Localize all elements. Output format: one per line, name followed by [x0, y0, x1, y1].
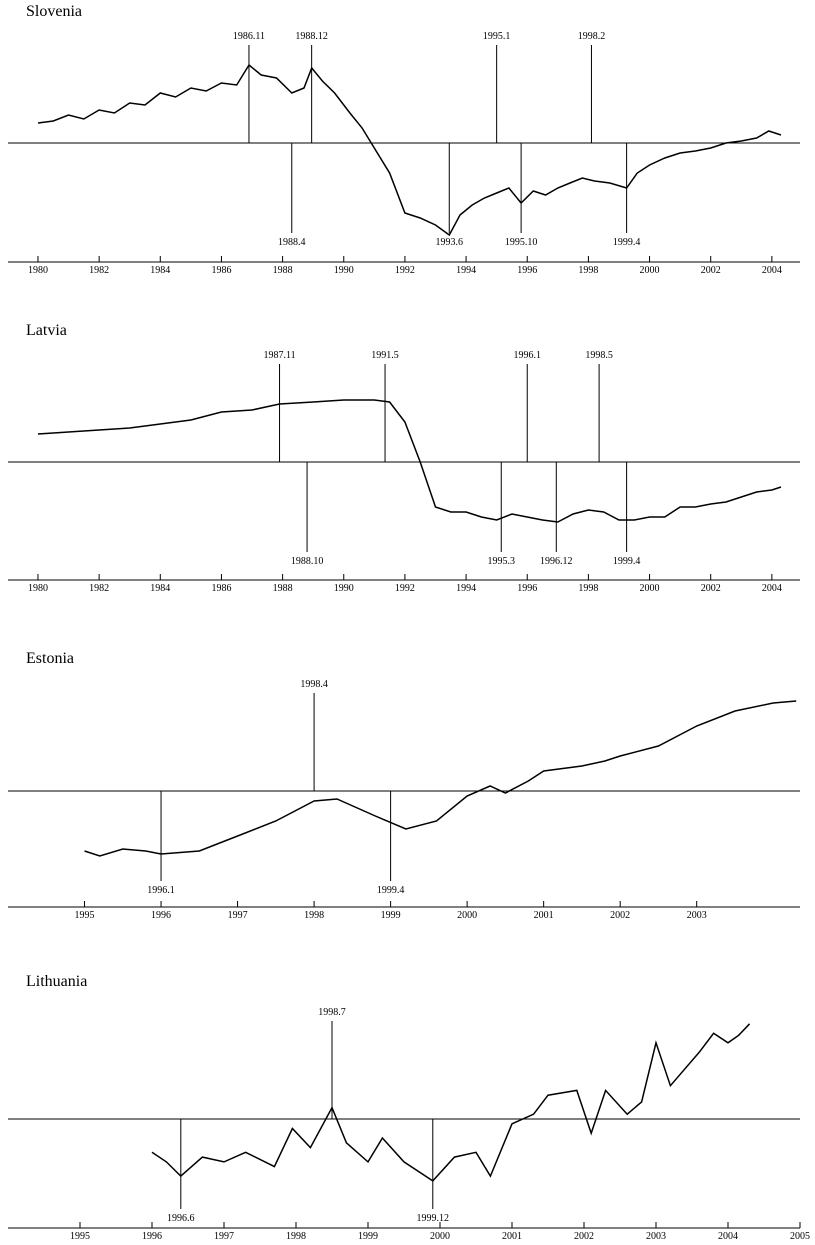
x-tick-label: 2000	[640, 583, 660, 594]
x-tick-label: 2003	[646, 1231, 666, 1242]
x-tick-label: 1998	[286, 1231, 306, 1242]
turning-point-label: 1991.5	[371, 350, 399, 361]
series-line	[37, 63, 782, 237]
x-tick-label: 1980	[28, 265, 48, 276]
turning-point-label: 1996.6	[167, 1213, 195, 1224]
x-tick-label: 1996	[517, 265, 537, 276]
x-tick-label: 1982	[89, 583, 109, 594]
turning-point-label: 1988.12	[295, 31, 328, 42]
x-tick-label: 1996	[151, 910, 171, 921]
chart-title: Estonia	[26, 650, 74, 667]
turning-point-label: 1996.1	[513, 350, 541, 361]
x-tick-label: 1992	[395, 265, 415, 276]
x-tick-label: 2002	[574, 1231, 594, 1242]
x-tick-label: 2001	[502, 1231, 522, 1242]
x-tick-label: 1986	[211, 265, 231, 276]
turning-point-label: 1999.4	[613, 556, 641, 567]
x-tick-label: 2003	[687, 910, 707, 921]
x-tick-label: 1990	[334, 583, 354, 594]
x-tick-label: 1980	[28, 583, 48, 594]
turning-point-label: 1986.11	[233, 31, 265, 42]
x-tick-label: 1995	[70, 1231, 90, 1242]
x-tick-label: 1998	[578, 583, 598, 594]
series-line	[151, 1023, 751, 1182]
x-tick-label: 2004	[762, 583, 782, 594]
x-tick-label: 2004	[762, 265, 782, 276]
series-line	[84, 700, 797, 857]
x-tick-label: 1995	[75, 910, 95, 921]
x-tick-label: 1997	[228, 910, 248, 921]
turning-point-label: 1988.4	[278, 237, 306, 248]
turning-point-label: 1995.3	[487, 556, 515, 567]
turning-point-label: 1987.11	[263, 350, 295, 361]
x-tick-label: 2000	[640, 265, 660, 276]
x-tick-label: 1997	[214, 1231, 234, 1242]
x-tick-label: 1998	[578, 265, 598, 276]
turning-point-label: 1998.5	[585, 350, 613, 361]
x-tick-label: 1996	[142, 1231, 162, 1242]
x-tick-label: 2001	[534, 910, 554, 921]
turning-point-label: 1998.2	[578, 31, 606, 42]
x-tick-label: 1992	[395, 583, 415, 594]
turning-point-label: 1988.10	[291, 556, 324, 567]
x-tick-label: 1984	[150, 265, 170, 276]
x-tick-label: 1988	[273, 583, 293, 594]
x-tick-label: 1994	[456, 583, 476, 594]
x-tick-label: 1996	[517, 583, 537, 594]
x-tick-label: 2000	[457, 910, 477, 921]
x-tick-label: 1990	[334, 265, 354, 276]
x-tick-label: 2002	[610, 910, 630, 921]
x-tick-label: 1982	[89, 265, 109, 276]
chart-title: Lithuania	[26, 973, 87, 990]
x-tick-label: 1999	[358, 1231, 378, 1242]
x-tick-label: 1988	[273, 265, 293, 276]
x-tick-label: 2004	[718, 1231, 738, 1242]
turning-point-label: 1998.4	[300, 679, 328, 690]
turning-point-label: 1996.12	[540, 556, 573, 567]
turning-point-label: 1995.1	[483, 31, 511, 42]
x-tick-label: 2005	[790, 1231, 810, 1242]
turning-point-label: 1999.12	[417, 1213, 450, 1224]
x-tick-label: 1998	[304, 910, 324, 921]
turning-point-label: 1999.4	[377, 885, 405, 896]
x-tick-label: 2002	[701, 583, 721, 594]
turning-point-label: 1996.1	[147, 885, 175, 896]
series-line	[37, 399, 782, 523]
x-tick-label: 1999	[381, 910, 401, 921]
x-tick-label: 1986	[211, 583, 231, 594]
turning-point-label: 1995.10	[505, 237, 538, 248]
x-tick-label: 1994	[456, 265, 476, 276]
chart-title: Latvia	[26, 322, 67, 339]
turning-point-label: 1998.7	[318, 1007, 346, 1018]
x-tick-label: 2002	[701, 265, 721, 276]
chart-title: Slovenia	[26, 3, 82, 20]
x-tick-label: 2000	[430, 1231, 450, 1242]
x-tick-label: 1984	[150, 583, 170, 594]
turning-point-label: 1999.4	[613, 237, 641, 248]
turning-point-label: 1993.6	[436, 237, 464, 248]
